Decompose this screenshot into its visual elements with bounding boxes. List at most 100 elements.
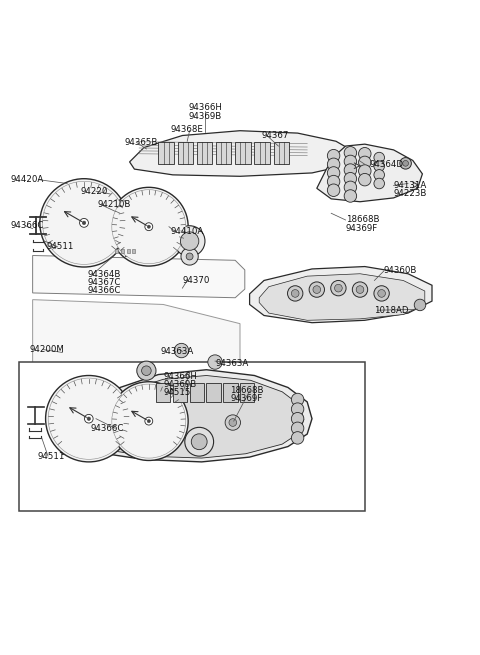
Circle shape — [291, 403, 304, 415]
Text: 94200M: 94200M — [30, 345, 65, 354]
Text: 94223B: 94223B — [394, 189, 427, 198]
Circle shape — [359, 165, 371, 178]
Circle shape — [180, 232, 199, 250]
FancyBboxPatch shape — [173, 383, 187, 402]
Polygon shape — [70, 375, 304, 458]
Circle shape — [291, 413, 304, 425]
Circle shape — [374, 161, 384, 172]
Circle shape — [147, 225, 150, 229]
Text: 94369B: 94369B — [189, 112, 222, 121]
Circle shape — [344, 155, 357, 168]
Text: 94511: 94511 — [37, 452, 65, 460]
Polygon shape — [33, 255, 245, 298]
Circle shape — [142, 366, 151, 375]
Circle shape — [80, 219, 88, 227]
Circle shape — [48, 378, 130, 459]
Circle shape — [374, 178, 384, 189]
Text: 94366H: 94366H — [189, 103, 222, 112]
FancyBboxPatch shape — [156, 383, 170, 402]
Circle shape — [145, 417, 153, 425]
Polygon shape — [250, 267, 432, 323]
Text: 94368E: 94368E — [170, 125, 203, 134]
Circle shape — [327, 167, 340, 179]
Text: 94370: 94370 — [182, 276, 210, 285]
Text: 1018AD: 1018AD — [374, 306, 409, 314]
Text: 94366H: 94366H — [163, 372, 197, 381]
FancyBboxPatch shape — [19, 362, 365, 511]
Circle shape — [359, 174, 371, 186]
Circle shape — [359, 156, 371, 168]
Text: 94369F: 94369F — [230, 394, 263, 403]
FancyBboxPatch shape — [216, 142, 231, 164]
Circle shape — [378, 290, 385, 297]
Circle shape — [414, 299, 426, 310]
Circle shape — [191, 434, 207, 450]
Circle shape — [374, 286, 389, 301]
Circle shape — [374, 170, 384, 180]
Text: 94364B: 94364B — [87, 271, 121, 279]
Circle shape — [174, 226, 205, 257]
Circle shape — [344, 190, 357, 202]
Text: 94366C: 94366C — [11, 221, 44, 231]
FancyBboxPatch shape — [190, 383, 204, 402]
FancyBboxPatch shape — [158, 142, 174, 164]
Text: 94515: 94515 — [163, 388, 191, 397]
Text: 94367C: 94367C — [87, 278, 121, 287]
Text: 94364D: 94364D — [370, 160, 404, 169]
Text: 94366C: 94366C — [90, 424, 124, 433]
Circle shape — [344, 164, 357, 176]
FancyBboxPatch shape — [240, 383, 254, 402]
Circle shape — [109, 187, 188, 266]
Circle shape — [40, 179, 128, 267]
Text: 94511: 94511 — [46, 242, 73, 252]
FancyBboxPatch shape — [235, 142, 251, 164]
Circle shape — [327, 149, 340, 162]
FancyBboxPatch shape — [178, 142, 193, 164]
Circle shape — [87, 417, 91, 421]
Polygon shape — [33, 299, 240, 375]
Polygon shape — [317, 144, 422, 202]
Circle shape — [112, 190, 186, 264]
Circle shape — [229, 419, 237, 426]
Circle shape — [208, 355, 222, 369]
Circle shape — [331, 280, 346, 296]
Circle shape — [181, 248, 198, 265]
Circle shape — [84, 415, 93, 423]
Text: 94369B: 94369B — [163, 380, 196, 388]
FancyBboxPatch shape — [113, 234, 136, 248]
Circle shape — [352, 282, 368, 297]
Circle shape — [313, 286, 321, 293]
Circle shape — [288, 286, 303, 301]
Circle shape — [344, 172, 357, 185]
Circle shape — [403, 160, 408, 166]
Circle shape — [327, 176, 340, 188]
FancyBboxPatch shape — [223, 383, 238, 402]
Circle shape — [82, 221, 86, 225]
Text: 94363A: 94363A — [161, 347, 194, 356]
Text: 18668B: 18668B — [346, 215, 379, 225]
Polygon shape — [259, 274, 425, 320]
FancyBboxPatch shape — [115, 249, 118, 253]
Circle shape — [185, 427, 214, 456]
Circle shape — [291, 290, 299, 297]
Circle shape — [359, 147, 371, 160]
Circle shape — [112, 384, 186, 458]
FancyBboxPatch shape — [125, 247, 139, 255]
Circle shape — [344, 181, 357, 194]
Circle shape — [327, 184, 340, 196]
Circle shape — [109, 382, 188, 460]
Text: 94366C: 94366C — [87, 286, 121, 295]
Circle shape — [327, 158, 340, 170]
FancyBboxPatch shape — [121, 249, 124, 253]
Circle shape — [46, 375, 132, 462]
Circle shape — [309, 282, 324, 297]
Circle shape — [225, 415, 240, 430]
Circle shape — [186, 253, 193, 260]
FancyBboxPatch shape — [274, 142, 289, 164]
Text: 94363A: 94363A — [215, 358, 248, 367]
Text: 94360B: 94360B — [384, 267, 418, 275]
FancyBboxPatch shape — [254, 142, 270, 164]
Text: 94410A: 94410A — [170, 227, 204, 236]
Polygon shape — [62, 369, 312, 462]
Text: 94367: 94367 — [262, 131, 289, 140]
